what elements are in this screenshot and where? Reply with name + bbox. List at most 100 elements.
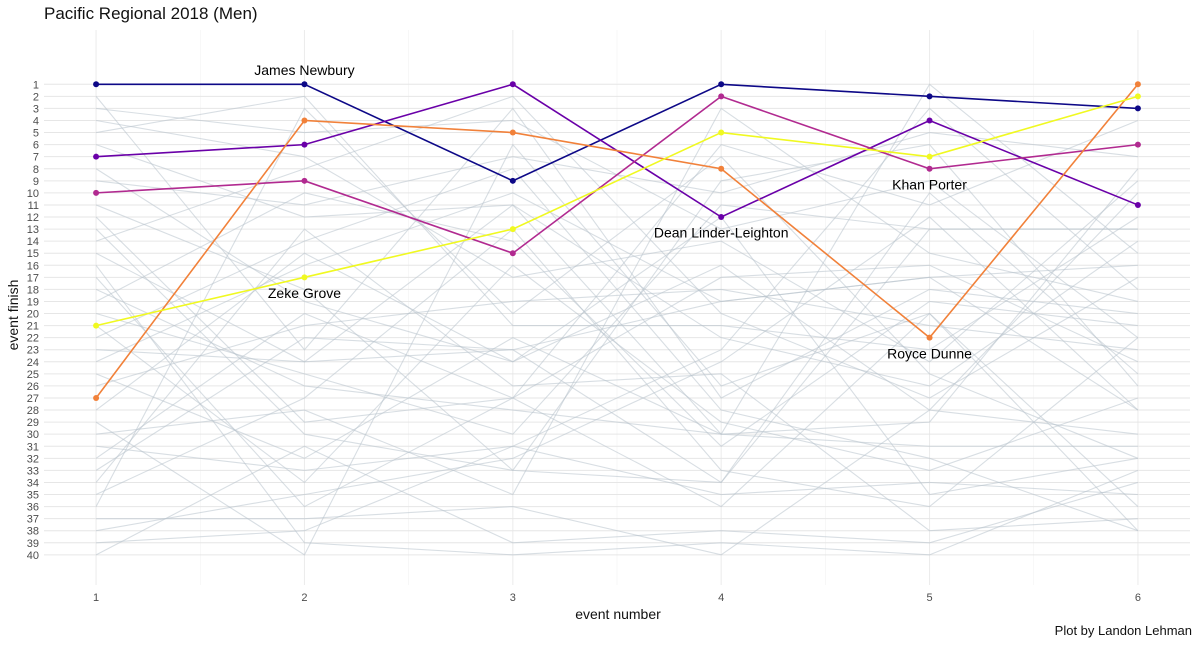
y-tick-label: 38 xyxy=(27,526,39,538)
background-series-line xyxy=(95,228,1138,532)
major-grid xyxy=(44,30,1190,585)
background-series-line xyxy=(95,228,1138,484)
y-tick-label: 19 xyxy=(27,296,39,308)
background-series-group xyxy=(95,83,1139,556)
y-tick-label: 33 xyxy=(27,465,39,477)
y-tick-label: 25 xyxy=(27,369,39,381)
y-tick-label: 29 xyxy=(27,417,39,429)
y-tick-label: 27 xyxy=(27,393,39,405)
data-point-khan-porter xyxy=(926,117,933,124)
x-tick-label: 2 xyxy=(301,592,307,604)
y-tick-label: 4 xyxy=(33,115,39,127)
background-series-line xyxy=(95,288,1138,387)
background-series-line xyxy=(95,168,1139,459)
background-series-line xyxy=(96,107,1139,471)
series-line-zeke-grove xyxy=(95,95,1139,327)
data-point-zeke-grove xyxy=(93,322,100,329)
data-point-james-newbury xyxy=(1134,105,1141,112)
y-tick-label: 10 xyxy=(27,188,39,200)
data-point-royce-dunne xyxy=(301,117,308,124)
data-point-dean-linder-leighton xyxy=(718,93,725,100)
series-label-khan-porter: Khan Porter xyxy=(892,176,967,192)
y-tick-label: 5 xyxy=(33,128,39,140)
x-tick-label: 3 xyxy=(510,592,516,604)
y-tick-label: 28 xyxy=(27,405,39,417)
data-point-james-newbury xyxy=(509,177,516,184)
y-tick-label: 22 xyxy=(27,333,39,345)
data-point-zeke-grove xyxy=(1134,93,1141,100)
data-point-zeke-grove xyxy=(926,153,933,160)
x-tick-label: 4 xyxy=(718,592,724,604)
y-tick-label: 1 xyxy=(33,79,39,91)
x-axis-title: event number xyxy=(575,606,661,622)
data-point-khan-porter xyxy=(93,153,100,160)
y-tick-label: 30 xyxy=(27,429,39,441)
x-tick-label: 1 xyxy=(93,592,99,604)
background-series-line xyxy=(95,192,1139,411)
y-tick-label: 9 xyxy=(33,176,39,188)
background-series-line xyxy=(95,107,1139,507)
data-point-royce-dunne xyxy=(509,129,516,136)
data-point-dean-linder-leighton xyxy=(301,177,308,184)
y-tick-label: 7 xyxy=(33,152,39,164)
data-point-royce-dunne xyxy=(926,334,933,341)
data-point-dean-linder-leighton xyxy=(509,250,516,257)
y-tick-label: 18 xyxy=(27,284,39,296)
y-tick-label: 39 xyxy=(27,538,39,550)
background-series-line xyxy=(96,192,1139,556)
y-axis-ticks: 1234567891011121314151617181920212223242… xyxy=(27,79,39,562)
series-label-royce-dunne: Royce Dunne xyxy=(887,345,972,361)
y-tick-label: 32 xyxy=(27,453,39,465)
data-point-james-newbury xyxy=(93,81,100,88)
x-axis-ticks: 1 2 3 4 5 6 xyxy=(93,592,1141,604)
series-line-dean-linder-leighton xyxy=(96,95,1139,255)
y-tick-label: 24 xyxy=(27,357,39,369)
y-tick-label: 40 xyxy=(27,550,39,562)
y-tick-label: 3 xyxy=(33,103,39,115)
y-tick-label: 35 xyxy=(27,490,39,502)
y-tick-label: 17 xyxy=(27,272,39,284)
data-point-khan-porter xyxy=(718,214,725,221)
series-label-zeke-grove: Zeke Grove xyxy=(268,285,341,301)
data-point-royce-dunne xyxy=(93,394,100,401)
background-series-line xyxy=(95,312,1139,532)
y-tick-label: 16 xyxy=(27,260,39,272)
background-series-line xyxy=(95,95,1139,399)
background-series-line xyxy=(95,228,1139,508)
y-tick-label: 21 xyxy=(27,321,39,333)
x-tick-label: 5 xyxy=(926,592,932,604)
data-point-james-newbury xyxy=(926,93,933,100)
background-series-line xyxy=(95,216,1139,423)
background-series-line xyxy=(95,445,1139,556)
background-series-line xyxy=(95,216,1139,532)
data-point-zeke-grove xyxy=(509,226,516,233)
y-tick-label: 13 xyxy=(27,224,39,236)
x-tick-label: 6 xyxy=(1135,592,1141,604)
highlight-points-group xyxy=(93,81,1141,401)
data-point-khan-porter xyxy=(509,81,516,88)
name-labels-group: James Newbury Khan Porter Dean Linder-Leig… xyxy=(254,62,972,362)
background-series-line xyxy=(95,216,1139,496)
background-series-line xyxy=(96,445,1138,544)
y-tick-label: 14 xyxy=(27,236,39,248)
y-tick-label: 8 xyxy=(33,164,39,176)
background-series-line xyxy=(95,192,1139,484)
background-series-line xyxy=(95,264,1139,484)
data-point-khan-porter xyxy=(301,141,308,148)
chart-title: Pacific Regional 2018 (Men) xyxy=(44,4,258,23)
series-line-james-newbury xyxy=(96,83,1138,182)
y-tick-label: 26 xyxy=(27,381,39,393)
background-series-line xyxy=(95,288,1138,447)
y-tick-label: 12 xyxy=(27,212,39,224)
background-series-line xyxy=(95,119,1139,508)
y-tick-label: 11 xyxy=(28,200,39,212)
y-tick-label: 15 xyxy=(27,248,39,260)
background-series-line xyxy=(95,96,1138,399)
data-point-dean-linder-leighton xyxy=(926,165,933,172)
y-tick-label: 37 xyxy=(27,514,39,526)
y-tick-label: 20 xyxy=(27,309,39,321)
data-point-royce-dunne xyxy=(718,165,725,172)
data-point-zeke-grove xyxy=(718,129,725,136)
background-series-line xyxy=(95,119,1139,363)
